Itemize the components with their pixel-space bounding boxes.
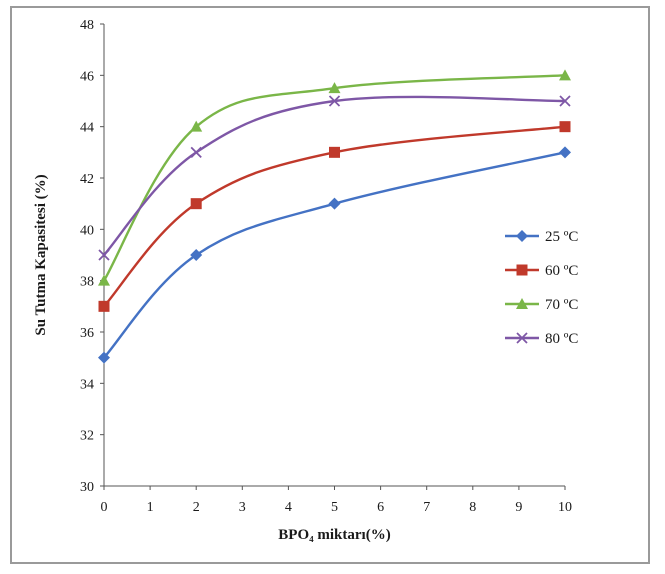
- x-tick-label: 3: [239, 500, 246, 515]
- data-point-s1-0: [98, 300, 110, 312]
- y-tick-label: 34: [80, 377, 94, 392]
- legend-label-3: 80 ºC: [545, 331, 578, 347]
- series-line-0: [103, 151, 566, 359]
- data-point-s2-3: [559, 69, 571, 81]
- y-tick-label: 46: [80, 69, 94, 84]
- data-point-s2-2: [328, 82, 341, 94]
- x-tick-label: 6: [377, 500, 384, 515]
- legend-label-0: 25 ºC: [545, 229, 578, 245]
- data-point-s3-2: [328, 95, 341, 107]
- data-point-s0-2: [328, 197, 341, 210]
- y-tick-label: 40: [80, 223, 94, 238]
- x-tick-label: 7: [423, 500, 430, 515]
- data-point-s0-3: [559, 146, 571, 159]
- x-tick-label: 1: [147, 500, 154, 515]
- x-tick-label: 9: [515, 500, 522, 515]
- data-point-s2-1: [190, 120, 203, 132]
- y-tick-label: 48: [80, 18, 94, 33]
- y-tick-label: 38: [80, 275, 94, 290]
- legend-marker-0: [516, 230, 528, 242]
- x-tick-label: 2: [193, 500, 200, 515]
- data-point-s1-3: [559, 121, 571, 133]
- legend: 25 ºC 60 ºC 70 ºC 80 ºC: [505, 229, 578, 347]
- series-lines: [102, 74, 566, 359]
- y-tick-label: 44: [80, 121, 94, 136]
- x-tick-label: 5: [331, 500, 338, 515]
- cross-stroke: [516, 332, 528, 344]
- chart-frame: [10, 6, 650, 564]
- y-axis-title: Su Tutma Kapasitesi (%): [33, 174, 49, 335]
- data-point-s3-0: [98, 249, 110, 261]
- x-axis-title: BPO₄ miktarı(%): [278, 527, 390, 543]
- x-tick-label: 8: [469, 500, 476, 515]
- x-tick-label: 4: [285, 500, 292, 515]
- cross-stroke: [328, 95, 341, 107]
- legend-marker-2: [516, 298, 528, 309]
- series-line-2: [102, 74, 566, 282]
- legend-label-1: 60 ºC: [545, 263, 578, 279]
- legend-marker-1: [516, 264, 528, 276]
- x-tick-label: 0: [101, 500, 108, 515]
- y-tick-label: 36: [80, 326, 94, 341]
- legend-label-2: 70 ºC: [545, 297, 578, 313]
- series-line-1: [103, 125, 566, 308]
- cross-stroke: [98, 249, 110, 261]
- data-point-s3-1: [190, 146, 202, 158]
- cross-stroke: [190, 146, 202, 158]
- series-line-3: [103, 95, 566, 256]
- data-point-s2-0: [98, 274, 110, 286]
- series-markers: [98, 69, 571, 364]
- legend-marker-3: [516, 332, 528, 344]
- y-tick-label: 30: [80, 480, 94, 495]
- y-tick-label: 42: [80, 172, 94, 187]
- data-point-s0-0: [98, 351, 110, 364]
- data-point-s1-1: [190, 198, 202, 210]
- x-tick-label: 10: [558, 500, 572, 515]
- cross-stroke: [559, 95, 571, 107]
- data-point-s1-2: [329, 146, 340, 158]
- data-point-s3-3: [559, 95, 571, 107]
- y-tick-label: 32: [80, 429, 94, 444]
- data-point-s0-1: [190, 249, 203, 261]
